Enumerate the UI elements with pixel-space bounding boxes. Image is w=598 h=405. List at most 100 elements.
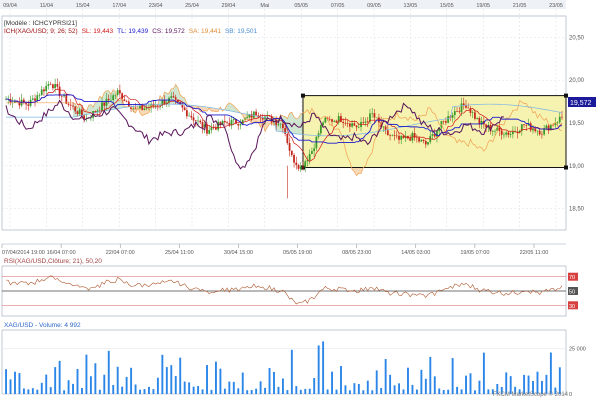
candle-body [54,84,56,88]
candle-body [284,128,286,134]
candle-body [36,95,38,100]
candle-body [447,116,449,122]
rsi-tick-label: 70 [569,275,575,281]
candle-body [331,119,333,122]
volume-bar [219,369,221,394]
volume-bar [63,390,65,394]
volume-bar [300,390,302,394]
candle-body [170,96,172,98]
candle-body [197,121,199,122]
candle-body [211,127,213,130]
volume-bar [188,382,190,394]
candle-body [246,117,248,118]
candle-body [72,106,74,107]
candle-body [213,127,215,128]
volume-bar [166,367,168,394]
volume-bar [367,381,369,394]
candle-body [68,104,70,105]
candle-body [333,121,335,122]
candle-body [175,97,177,99]
volume-bar [336,390,338,394]
volume-bar [420,370,422,394]
bottom-date-label: 25/04 11:00 [165,250,194,256]
volume-bar [447,390,449,394]
volume-bar [340,366,342,394]
volume-bar [170,365,172,394]
candle-body [347,123,349,124]
volume-bar [443,390,445,394]
volume-bar [282,379,284,394]
volume-bar [54,367,56,394]
candle-body [476,118,478,119]
volume-bar [371,390,373,394]
candle-body [561,117,563,118]
price-tick-label: 20,50 [569,35,585,41]
candle-body [74,106,76,111]
candle-body [182,105,184,108]
volume-bar [18,373,20,394]
candle-body [61,96,63,97]
candle-body [41,89,43,95]
volume-bar [559,367,561,394]
volume-bar [487,389,489,394]
candle-body [65,95,67,104]
volume-bar [389,375,391,394]
candle-body [108,99,110,100]
volume-bar [429,357,431,394]
candle-body [425,141,427,144]
volume-bar [27,389,29,394]
candle-body [79,110,81,114]
bottom-date-label: 22/04 07:00 [106,250,135,256]
volume-bar [327,389,329,394]
candle-body [94,111,96,112]
volume-bar [264,388,266,394]
sb-value: SB: 19,501 [225,28,258,35]
candle-body [358,127,360,128]
candle-body [293,155,295,163]
candle-body [537,131,539,132]
candle-body [280,124,282,125]
cloud-segment [202,106,204,110]
candle-body [458,111,460,112]
candle-body [255,112,257,116]
volume-bar [273,372,275,394]
volume-bar [112,385,114,394]
top-date-label: 05/05 [294,3,308,9]
candle-body [396,136,398,137]
candle-body [289,143,291,151]
volume-bar [85,355,87,394]
volume-bar [452,358,454,394]
ich-name: ICH(XAG/USD; 9; 26; 52) [4,28,78,35]
volume-bar [550,353,552,394]
candle-body [291,151,293,155]
candle-body [215,128,217,130]
candle-body [461,103,463,112]
volume-bar [77,369,79,394]
volume-bar [416,390,418,394]
volume-bar [152,389,154,394]
credit-text: FXCM MarketScope © 2014 [493,391,569,398]
candle-body [492,131,494,132]
candle-body [282,124,284,128]
price-tick-label: 18,50 [569,207,585,213]
candle-body [81,110,83,116]
candle-body [432,134,434,136]
volume-bar [139,390,141,394]
candle-body [224,121,226,122]
candle-body [295,163,297,165]
bottom-date-label: 05/05 19:00 [283,250,312,256]
volume-bar [478,381,480,394]
candle-body [155,105,157,106]
volume-bar [10,379,12,394]
candle-body [315,137,317,149]
candle-body [157,105,159,106]
volume-bar [411,385,413,394]
candle-body [445,121,447,122]
candle-body [329,119,331,120]
candle-body [409,138,411,140]
candle-body [253,112,255,118]
